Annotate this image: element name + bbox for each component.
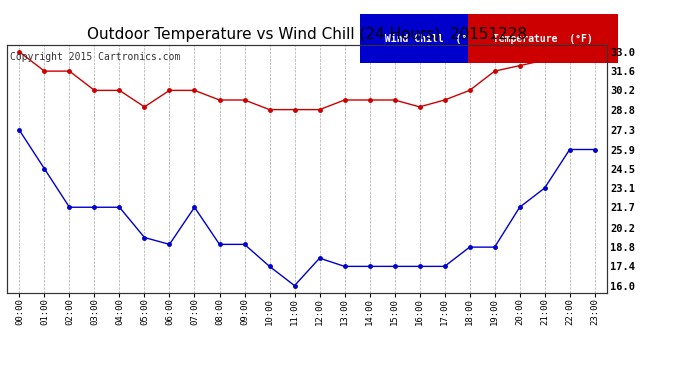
Title: Outdoor Temperature vs Wind Chill (24 Hours)  20151228: Outdoor Temperature vs Wind Chill (24 Ho…	[87, 27, 527, 42]
Text: Temperature  (°F): Temperature (°F)	[487, 34, 599, 44]
Text: Wind Chill  (°F): Wind Chill (°F)	[379, 34, 485, 44]
Text: Copyright 2015 Cartronics.com: Copyright 2015 Cartronics.com	[10, 53, 180, 62]
